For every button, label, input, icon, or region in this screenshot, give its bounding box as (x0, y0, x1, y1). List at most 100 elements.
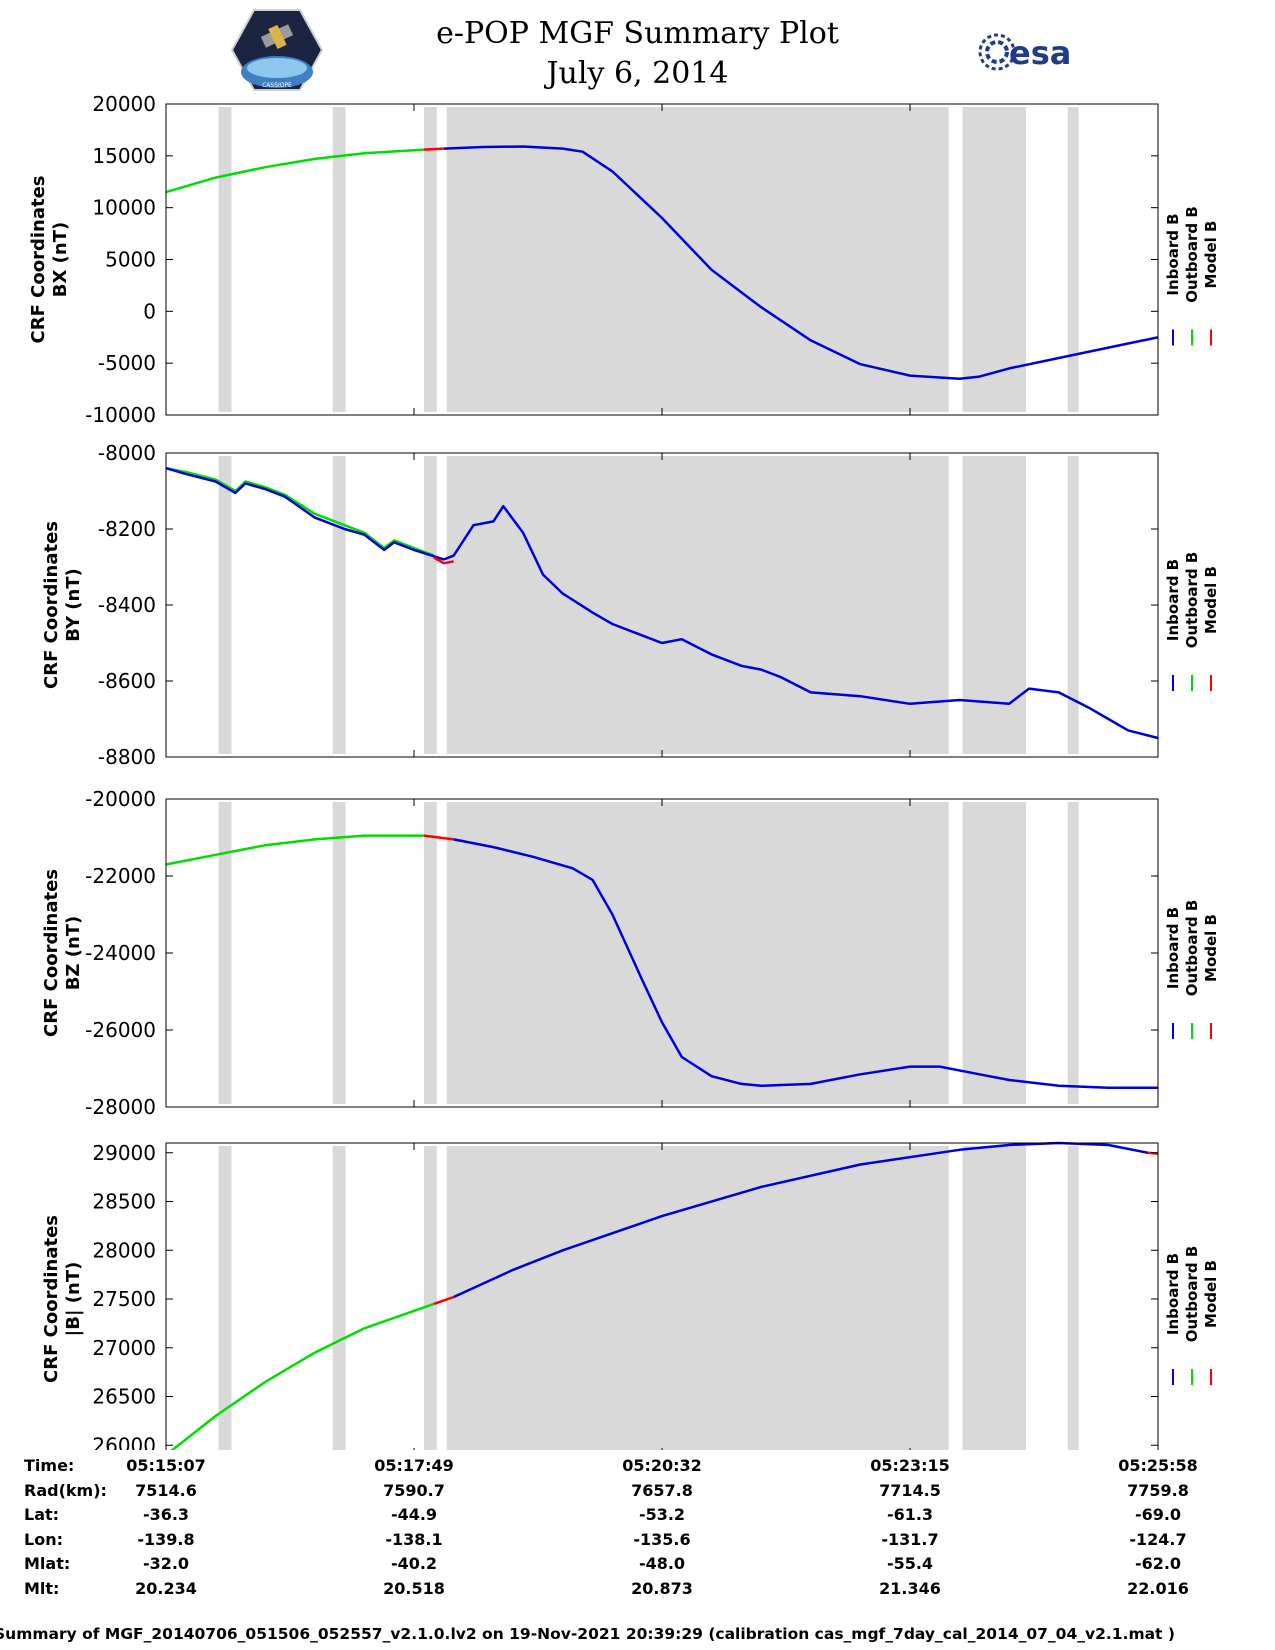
shade-band-5 (962, 1146, 1027, 1450)
shade-band-4 (446, 107, 949, 412)
info-row: Time: 05:15:07 05:17:49 05:20:32 05:23:15 05:… (0, 1456, 1275, 1481)
series-line-inboard-b-2 (165, 466, 1159, 740)
info-cell: -139.8 (137, 1529, 195, 1549)
info-row-label: Mlt: (24, 1578, 60, 1598)
legend-label-model-b: Model B (1202, 566, 1220, 634)
y-tick-label: -28000 (85, 1095, 156, 1119)
shade-band-2 (332, 802, 346, 1104)
orbit-info-table: Time: 05:15:07 05:17:49 05:20:32 05:23:15 05:… (0, 1456, 1275, 1603)
shade-band-3 (423, 1146, 437, 1450)
y-tick-label: -8200 (98, 517, 156, 541)
shade-band-2 (332, 107, 346, 412)
y-tick-label: -10000 (85, 403, 156, 427)
y-tick-label: 5000 (105, 248, 156, 272)
y-tick-label: 26500 (92, 1385, 156, 1409)
y-axis-label: CRF CoordinatesBZ (nT) (41, 869, 84, 1037)
y-tick-label: 20000 (92, 92, 156, 116)
series-line-outboard-b-1 (165, 834, 424, 866)
info-row: Rad(km): 7514.6 7590.7 7657.8 7714.5 7759.8 (0, 1481, 1275, 1506)
y-axis-label-line-2: BY (nT) (63, 568, 84, 642)
y-tick-label: -20000 (85, 787, 156, 811)
panel-2: -8000 -8200 -8400 -8600 -8800 CRF Coordinates… (41, 441, 1220, 769)
shade-band-2 (332, 456, 346, 754)
info-row: Lat: -36.3 -44.9 -53.2 -61.3 -69.0 (0, 1505, 1275, 1530)
legend-label-inboard-b: Inboard B (1164, 559, 1182, 641)
info-cell: -124.7 (1129, 1529, 1187, 1549)
info-cell: -135.6 (633, 1529, 691, 1549)
legend-label-model-b: Model B (1202, 914, 1220, 982)
shade-band-6 (1067, 107, 1079, 412)
info-cell: -44.9 (390, 1505, 438, 1524)
info-cell: -48.0 (638, 1554, 686, 1573)
y-tick-label: -8600 (98, 669, 156, 693)
info-cell: 20.873 (631, 1578, 693, 1598)
title-line-1: e-POP MGF Summary Plot (436, 16, 839, 51)
info-cell: 7514.6 (135, 1480, 197, 1500)
y-tick-label: 15000 (92, 144, 156, 168)
y-tick-label: -8800 (98, 745, 156, 769)
chart-panels: 20000 15000 10000 5000 0 -5000 -10000 CRF Coord… (28, 92, 1220, 1450)
shade-band-4 (446, 456, 949, 754)
shade-band-3 (423, 107, 437, 412)
y-axis-label-line-1: CRF Coordinates (41, 521, 62, 689)
shade-band-1 (218, 802, 232, 1104)
info-cell: 7759.8 (1127, 1480, 1189, 1500)
series-line-outboard-b-1 (165, 148, 424, 194)
y-tick-label: 26000 (92, 1433, 156, 1450)
info-row-label: Rad(km): (24, 1480, 107, 1500)
shade-band-6 (1067, 802, 1079, 1104)
legend-label-inboard-b: Inboard B (1164, 213, 1182, 295)
y-tick-label: 27500 (92, 1287, 156, 1311)
info-cell: 7657.8 (631, 1480, 693, 1500)
info-cell: 7590.7 (383, 1480, 445, 1500)
info-cell: 20.518 (383, 1578, 445, 1598)
y-tick-label: 27000 (92, 1336, 156, 1360)
y-axis-label-line-2: BX (nT) (50, 222, 71, 297)
y-tick-label: -22000 (85, 864, 156, 888)
shade-band-4 (446, 1146, 949, 1450)
info-cell: -53.2 (638, 1505, 686, 1524)
shade-band-3 (423, 456, 437, 754)
legend-label-outboard-b: Outboard B (1183, 552, 1201, 649)
info-row-label: Time: (24, 1456, 75, 1475)
y-tick-label: 28500 (92, 1190, 156, 1214)
series-line-model-b-2 (423, 147, 444, 151)
shade-band-5 (962, 107, 1027, 412)
shade-band-5 (962, 802, 1027, 1104)
info-cell: 20.234 (135, 1578, 197, 1598)
y-axis-label-line-1: CRF Coordinates (41, 1215, 62, 1383)
y-tick-label: -8000 (98, 441, 156, 465)
legend-label-outboard-b: Outboard B (1183, 1246, 1201, 1343)
plot-title: e-POP MGF Summary Plot July 6, 2014 (0, 14, 1275, 94)
shade-band-1 (218, 107, 232, 412)
legend-label-model-b: Model B (1202, 221, 1220, 289)
y-axis-label-line-1: CRF Coordinates (41, 869, 62, 1037)
cassiope-logo-text: CASSIOPE (262, 82, 292, 89)
series-line-model-b-2 (423, 834, 454, 841)
panel-4: 29000 28500 28000 27500 27000 26500 26000 CRF C… (41, 1141, 1220, 1450)
y-tick-label: 0 (143, 299, 156, 323)
legend-label-outboard-b: Outboard B (1183, 206, 1201, 303)
y-axis-label: CRF CoordinatesBX (nT) (28, 176, 71, 344)
panel-3: -20000 -22000 -24000 -26000 -28000 CRF Coordi… (41, 787, 1220, 1119)
shade-band-5 (962, 456, 1027, 754)
info-cell: 05:17:49 (374, 1456, 454, 1475)
y-tick-label: 28000 (92, 1238, 156, 1262)
info-row: Lon: -139.8 -138.1 -135.6 -131.7 -124.7 (0, 1530, 1275, 1555)
legend-label-inboard-b: Inboard B (1164, 1253, 1182, 1335)
info-cell: 7714.5 (879, 1480, 941, 1500)
info-cell: 22.016 (1127, 1578, 1189, 1598)
y-axis-label: CRF CoordinatesBY (nT) (41, 521, 84, 689)
footer-caption: Summary of MGF_20140706_051506_052557_v2… (0, 1625, 1175, 1643)
series-line-inboard-b-3 (453, 838, 1158, 1090)
info-cell: -36.3 (142, 1505, 190, 1524)
shade-band-4 (446, 802, 949, 1104)
legend-label-outboard-b: Outboard B (1183, 900, 1201, 997)
info-cell: -40.2 (390, 1554, 438, 1573)
info-row-label: Lat: (24, 1505, 60, 1524)
info-cell: -55.4 (886, 1554, 934, 1573)
y-axis-label-line-1: CRF Coordinates (28, 176, 49, 344)
series-line-model-b-2 (433, 1295, 455, 1306)
info-row: Mlat: -32.0 -40.2 -48.0 -55.4 -62.0 (0, 1554, 1275, 1579)
series-line-outboard-b-1 (170, 1302, 435, 1450)
